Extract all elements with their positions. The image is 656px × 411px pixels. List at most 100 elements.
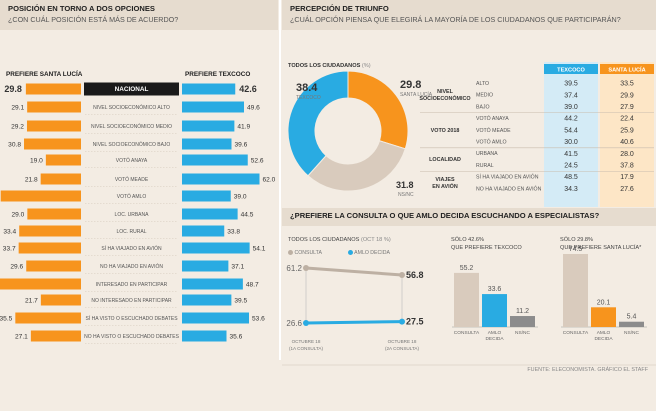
- santa-lucia-value: 29.8: [4, 84, 22, 94]
- santa-choice-category: NS/NC: [624, 330, 639, 336]
- category-label: NO INTERESADO EN PARTICIPAR: [91, 298, 172, 304]
- santa-lucia-bar: [24, 138, 81, 150]
- left-subtitle: ¿CON CUÁL POSICIÓN ESTÁ MÁS DE ACUERDO?: [8, 15, 179, 24]
- santa-lucia-value: 29.6: [10, 263, 23, 270]
- table-row-label: NO HA VIAJADO EN AVIÓN: [476, 185, 542, 192]
- series-line: [305, 266, 403, 277]
- x-label-1-sub: (1A CONSULTA): [289, 346, 324, 351]
- category-label: NIVEL SOCIOECONÓMICO MEDIO: [91, 123, 172, 130]
- table-row-label: VOTÓ ANAYA: [476, 115, 509, 122]
- texcoco-value: 52.6: [251, 157, 264, 164]
- category-label: LOC. RURAL: [116, 229, 146, 235]
- texcoco-cell: 39.5: [564, 81, 578, 88]
- santa-choice-category: DECIDA: [594, 336, 613, 342]
- legend-amlo: AMLO DECIDA: [348, 250, 390, 256]
- series-point: [399, 318, 405, 325]
- line-title-text: TODOS LOS CIUDADANOS: [288, 237, 360, 243]
- left-header-band: [0, 0, 278, 30]
- santa-lucia-value: 35.5: [0, 315, 13, 322]
- category-label: INTERESADO EN PARTICIPAR: [96, 282, 168, 288]
- texcoco-value: 54.1: [253, 245, 266, 252]
- texcoco-bar: [182, 242, 250, 254]
- texcoco-bar: [182, 294, 232, 306]
- texcoco-value: 35.6: [230, 333, 243, 340]
- donut-unit: (%): [361, 63, 371, 69]
- legend-consulta-dot: [288, 250, 293, 255]
- right-bottom-title: ¿PREFIERE LA CONSULTA O QUE AMLO DECIDA …: [290, 211, 600, 220]
- right-top-title: PERCEPCIÓN DE TRIUNFO: [290, 4, 389, 13]
- santa-lucia-value: 19.0: [30, 157, 43, 164]
- texcoco-bar: [182, 208, 238, 220]
- texcoco-choice-bar: [454, 272, 479, 327]
- santa-choice-category: AMLO: [597, 330, 611, 336]
- table-group-label: LOCALIDAD: [429, 157, 461, 163]
- donut-santa-value: 29.8: [400, 79, 421, 91]
- texcoco-bar: [182, 330, 227, 342]
- legend-consulta-label: CONSULTA: [294, 249, 322, 256]
- santa-lucia-value: 30.8: [8, 141, 21, 148]
- texcoco-bar: [182, 173, 260, 185]
- col-right-header: PREFIERE TEXCOCO: [185, 71, 251, 78]
- santa-cell: 22.4: [620, 116, 634, 123]
- donut-nsnc-value: 31.8: [396, 180, 414, 190]
- category-label: VOTÓ MEADE: [115, 176, 149, 183]
- texcoco-bar: [182, 154, 248, 166]
- donut-texcoco-value: 38.4: [296, 82, 318, 94]
- texcoco-value: 33.8: [227, 228, 240, 235]
- texcoco-bar: [182, 278, 243, 290]
- series-line: [305, 320, 403, 325]
- series-start-value: 61.2: [286, 264, 302, 273]
- category-label: VOTÓ ANAYA: [116, 157, 148, 164]
- santa-cell: 33.5: [620, 81, 634, 88]
- table-row-label: MEDIO: [476, 93, 493, 99]
- table-group-label: NIVEL: [437, 89, 454, 95]
- santa-lucia-value: 21.7: [25, 297, 38, 304]
- texcoco-cell: 24.5: [564, 163, 578, 170]
- santa-lucia-bar: [0, 278, 82, 290]
- texcoco-bar: [182, 101, 244, 113]
- santa-bars-title-2: QUE PREFIERE SANTA LUCÍA*: [560, 245, 642, 251]
- santa-lucia-value: 29.2: [11, 123, 24, 130]
- left-title: POSICIÓN EN TORNO A DOS OPCIONES: [8, 4, 155, 13]
- category-label: SÍ HA VISTO O ESCUCHADO DEBATES: [85, 315, 178, 322]
- texcoco-bar: [182, 190, 231, 202]
- x-label-1: OCTUBRE 18: [292, 339, 321, 344]
- santa-cell: 37.8: [620, 163, 634, 170]
- series-point: [399, 271, 405, 278]
- santa-cell: 27.6: [620, 186, 634, 193]
- source-note: FUENTE: ELECONOMISTA. GRÁFICO EL STAFF: [527, 367, 648, 373]
- category-label: NIVEL SOCIOECONÓMICO BAJO: [93, 141, 171, 148]
- santa-choice-value: 5.4: [627, 314, 637, 321]
- table-row-label: BAJO: [476, 104, 490, 110]
- table-group-label: EN AVIÓN: [432, 182, 458, 190]
- santa-choice-bar: [591, 307, 616, 327]
- texcoco-choice-category: AMLO: [488, 330, 502, 336]
- texcoco-choice-category: CONSULTA: [454, 330, 480, 336]
- texcoco-choice-category: NS/NC: [515, 330, 530, 336]
- santa-lucia-bar: [40, 294, 81, 306]
- santa-lucia-bar: [27, 101, 81, 113]
- texcoco-value: 39.6: [235, 141, 248, 148]
- santa-lucia-value: 21.8: [25, 176, 38, 183]
- santa-lucia-bar: [0, 190, 82, 202]
- texcoco-value: 48.7: [246, 281, 259, 288]
- legend-amlo-dot: [348, 250, 353, 255]
- texcoco-column-bg: [544, 62, 598, 207]
- national-label: NACIONAL: [115, 86, 149, 93]
- santa-head-bg: [600, 64, 654, 74]
- texcoco-value: 49.6: [247, 104, 260, 111]
- col-left-header: PREFIERE SANTA LUCÍA: [6, 71, 83, 78]
- texcoco-bar: [182, 138, 232, 150]
- santa-choice-value: 74.5: [569, 246, 583, 253]
- category-label: SÍ HA VIAJADO EN AVIÓN: [101, 245, 162, 252]
- santa-lucia-bar: [26, 260, 82, 272]
- santa-lucia-value: 29.1: [11, 104, 24, 111]
- santa-lucia-bar: [15, 312, 82, 324]
- santa-lucia-bar: [30, 330, 82, 342]
- line-unit: (OCT 18 %): [360, 237, 391, 243]
- santa-cell: 40.6: [620, 139, 634, 146]
- santa-cell: 29.9: [620, 92, 634, 99]
- texcoco-cell: 41.5: [564, 151, 578, 158]
